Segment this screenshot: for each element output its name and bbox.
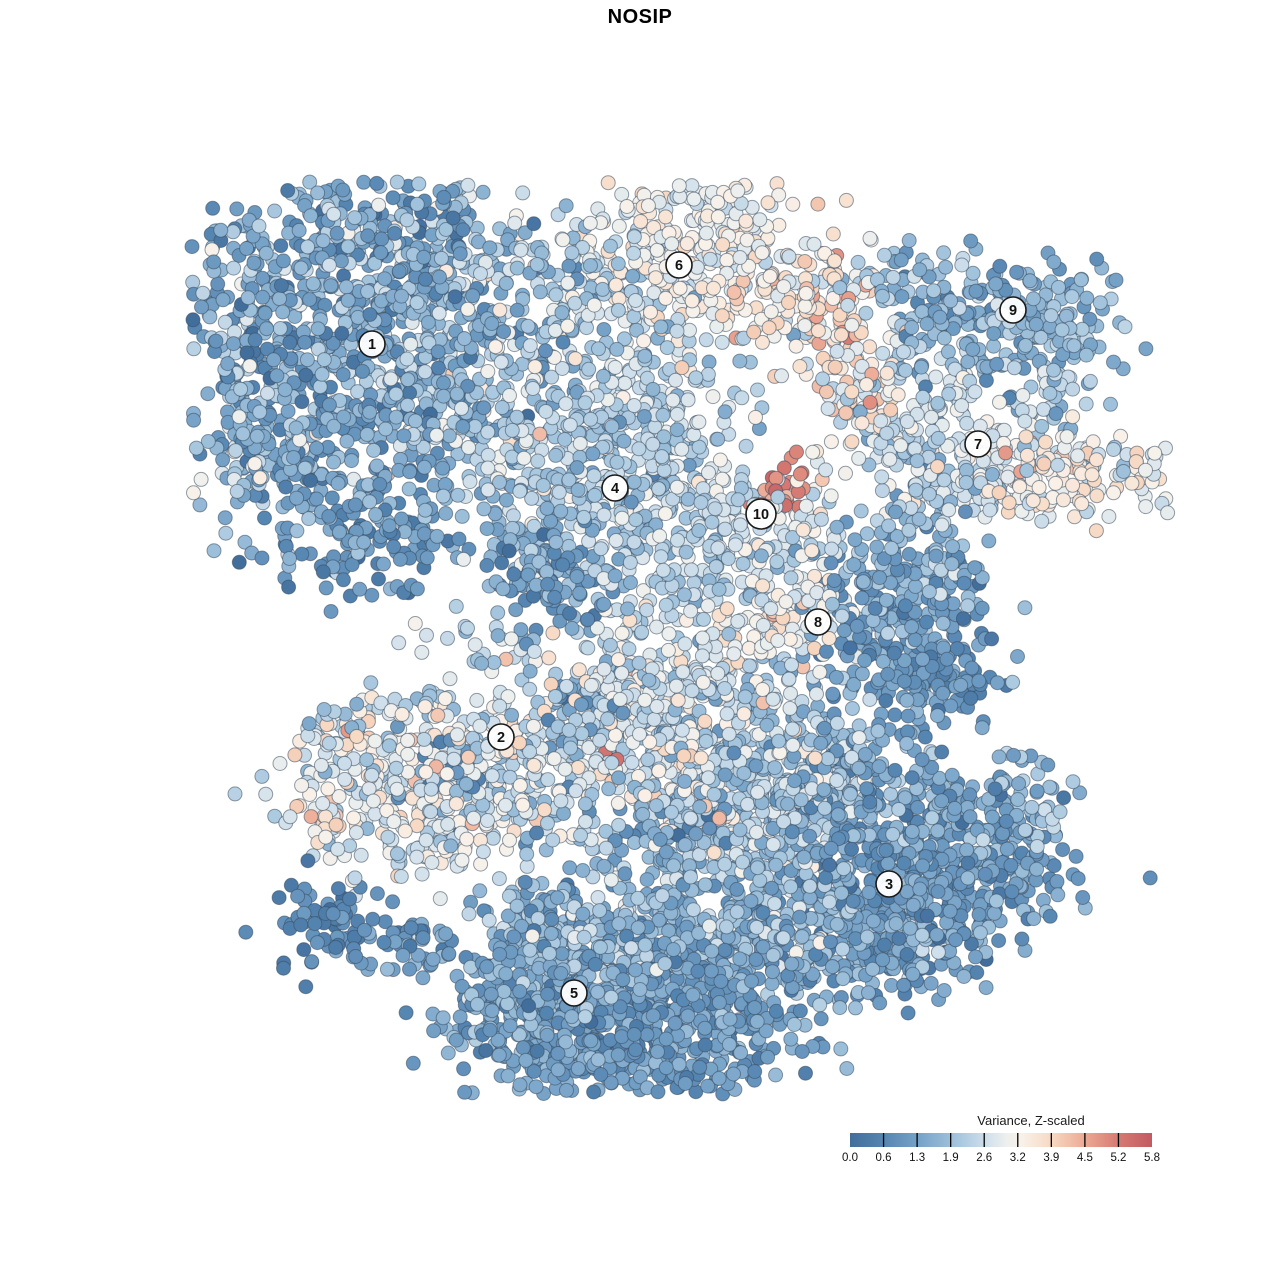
colorbar-tick-label: 4.5: [1077, 1152, 1093, 1164]
cluster-label-2: 2: [487, 723, 515, 751]
cluster-label-8: 8: [804, 608, 832, 636]
cluster-label-text: 8: [814, 615, 822, 631]
colorbar-tick-label: 2.6: [976, 1152, 992, 1164]
cluster-label-9: 9: [999, 296, 1027, 324]
colorbar-tick-label: 5.8: [1144, 1152, 1160, 1164]
colorbar-tick-label: 1.9: [943, 1152, 959, 1164]
cluster-label-3: 3: [875, 870, 903, 898]
cluster-label-text: 1: [368, 337, 376, 353]
colorbar-title: Variance, Z-scaled: [977, 1113, 1084, 1128]
cluster-label-text: 2: [497, 730, 505, 746]
cluster-label-text: 3: [885, 877, 893, 893]
cluster-label-text: 7: [974, 437, 982, 453]
scatter-points-layer: [184, 174, 1176, 1102]
cluster-label-text: 4: [611, 481, 619, 497]
cluster-label-6: 6: [665, 251, 693, 279]
colorbar-gradient: [850, 1133, 1152, 1147]
colorbar-legend: Variance, Z-scaled 0.0 0.6 1.3 1.9 2.6 3.2 3.9 4…: [842, 1113, 1160, 1164]
cluster-label-10: 10: [745, 498, 777, 530]
cluster-label-4: 4: [601, 474, 629, 502]
cluster-label-text: 9: [1009, 303, 1017, 319]
cluster-labels-layer: 1 2 3 4 5 6 7 8 9 10: [358, 251, 1027, 1007]
colorbar-tick-label: 5.2: [1110, 1152, 1126, 1164]
cluster-label-5: 5: [560, 979, 588, 1007]
colorbar-tick-label: 3.2: [1010, 1152, 1026, 1164]
cluster-label-1: 1: [358, 330, 386, 358]
page-title: NOSIP: [607, 6, 673, 28]
colorbar-tick-label: 0.0: [842, 1152, 858, 1164]
colorbar-tick-label: 0.6: [876, 1152, 892, 1164]
cluster-label-text: 6: [675, 258, 683, 274]
colorbar-tick-label: 3.9: [1043, 1152, 1059, 1164]
colorbar-tick-label: 1.3: [909, 1152, 925, 1164]
cluster-label-7: 7: [964, 430, 992, 458]
cluster-label-text: 10: [753, 507, 769, 523]
cluster-label-text: 5: [570, 986, 578, 1002]
